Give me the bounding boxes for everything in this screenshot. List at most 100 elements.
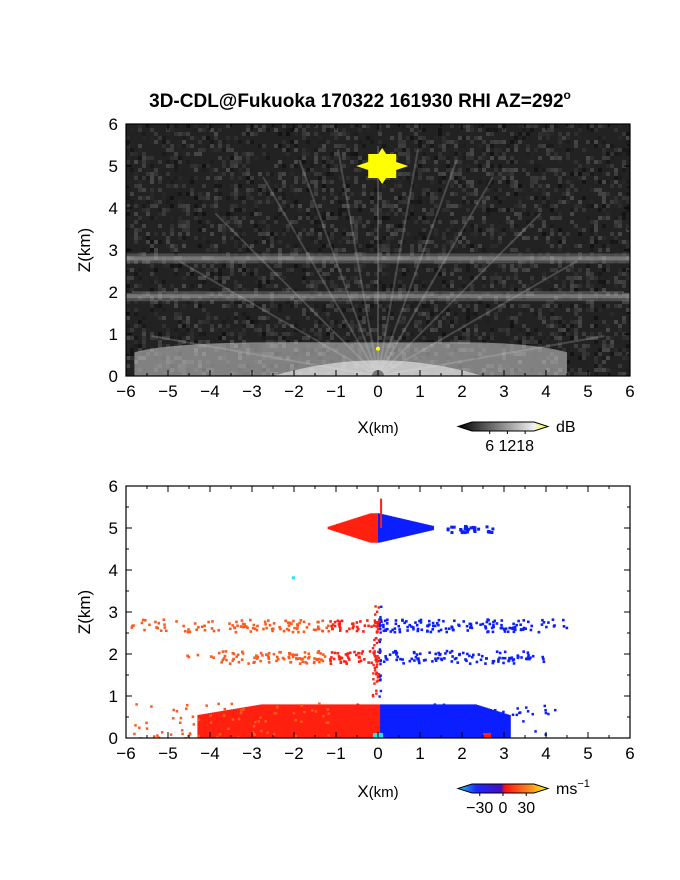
noise-cell xyxy=(330,236,334,240)
noise-cell xyxy=(398,228,402,232)
noise-cell xyxy=(458,180,462,184)
velocity-cell xyxy=(338,629,342,632)
noise-cell xyxy=(150,308,154,312)
noise-cell xyxy=(234,192,238,196)
velocity-cell xyxy=(236,624,239,628)
noise-cell xyxy=(598,180,602,184)
velocity-cell xyxy=(143,619,147,622)
noise-cell xyxy=(474,328,478,332)
noise-cell xyxy=(466,320,470,324)
noise-cell xyxy=(422,244,426,248)
velocity-cell xyxy=(296,624,300,627)
noise-cell xyxy=(162,256,166,260)
noise-cell xyxy=(378,192,382,196)
noise-cell xyxy=(170,216,174,220)
noise-cell xyxy=(230,340,234,344)
noise-cell xyxy=(290,184,294,188)
noise-cell xyxy=(286,204,290,208)
noise-cell xyxy=(478,212,482,216)
noise-cell xyxy=(422,248,426,252)
noise-cell xyxy=(210,228,214,232)
boundary-layer-column xyxy=(378,704,381,738)
noise-cell xyxy=(202,192,206,196)
velocity-cell xyxy=(544,708,547,712)
velocity-cell xyxy=(187,734,190,738)
velocity-cell xyxy=(417,659,421,663)
x-tick-label: 5 xyxy=(583,744,592,763)
velocity-cell xyxy=(542,657,545,661)
velocity-cell xyxy=(377,656,381,660)
noise-cell xyxy=(622,180,626,184)
noise-cell xyxy=(450,292,454,296)
noise-cell xyxy=(534,312,538,316)
noise-cell xyxy=(390,136,394,140)
noise-cell xyxy=(326,340,330,344)
velocity-cell xyxy=(271,627,275,630)
velocity-cell xyxy=(370,727,373,731)
noise-cell xyxy=(494,140,498,144)
velocity-cell xyxy=(373,682,376,685)
noise-cell xyxy=(626,228,630,232)
noise-cell xyxy=(230,228,234,232)
boundary-layer-column xyxy=(346,704,350,738)
noise-cell xyxy=(350,192,354,196)
noise-cell xyxy=(134,164,138,168)
noise-cell xyxy=(278,128,282,132)
noise-cell xyxy=(398,136,402,140)
noise-cell xyxy=(186,144,190,148)
velocity-cell xyxy=(491,527,495,531)
noise-cell xyxy=(226,136,230,140)
velocity-cell xyxy=(355,621,359,624)
noise-cell xyxy=(302,256,306,260)
noise-cell xyxy=(354,152,358,156)
velocity-cell xyxy=(359,620,362,623)
noise-cell xyxy=(166,176,170,180)
noise-cell xyxy=(330,160,334,164)
noise-cell xyxy=(566,200,570,204)
noise-cell xyxy=(146,292,150,296)
noise-cell xyxy=(554,304,558,308)
noise-cell xyxy=(546,144,550,148)
velocity-cell xyxy=(333,624,337,628)
noise-cell xyxy=(406,232,410,236)
noise-cell xyxy=(206,248,210,252)
velocity-cell xyxy=(484,625,487,628)
noise-cell xyxy=(366,124,370,128)
noise-cell xyxy=(466,264,470,268)
noise-cell xyxy=(410,288,414,292)
boundary-layer-column xyxy=(312,704,316,738)
upper-echo-column xyxy=(366,514,369,542)
boundary-layer-column xyxy=(279,704,282,738)
velocity-cell xyxy=(381,712,384,715)
noise-cell xyxy=(306,336,310,340)
noise-cell xyxy=(626,180,630,184)
noise-cell xyxy=(370,304,374,308)
noise-cell xyxy=(314,204,318,208)
noise-cell xyxy=(322,312,326,316)
velocity-cell xyxy=(493,619,497,623)
noise-cell xyxy=(458,184,462,188)
noise-cell xyxy=(226,288,230,292)
noise-cell xyxy=(586,256,590,260)
boundary-layer-column xyxy=(457,704,461,738)
noise-cell xyxy=(138,252,142,256)
upper-echo-column xyxy=(416,522,419,534)
noise-cell xyxy=(406,288,410,292)
y-tick-label: 5 xyxy=(109,157,118,176)
noise-cell xyxy=(370,316,374,320)
noise-cell xyxy=(498,196,502,200)
noise-cell xyxy=(518,304,522,308)
noise-cell xyxy=(498,200,502,204)
noise-cell xyxy=(514,232,518,236)
velocity-cell xyxy=(373,638,376,642)
noise-cell xyxy=(226,148,230,152)
noise-cell xyxy=(506,328,510,332)
noise-cell xyxy=(418,136,422,140)
noise-cell xyxy=(450,296,454,300)
noise-cell xyxy=(582,148,586,152)
noise-cell xyxy=(270,240,274,244)
noise-cell xyxy=(358,336,362,340)
noise-cell xyxy=(602,348,606,352)
noise-cell xyxy=(606,296,610,300)
noise-cell xyxy=(434,136,438,140)
